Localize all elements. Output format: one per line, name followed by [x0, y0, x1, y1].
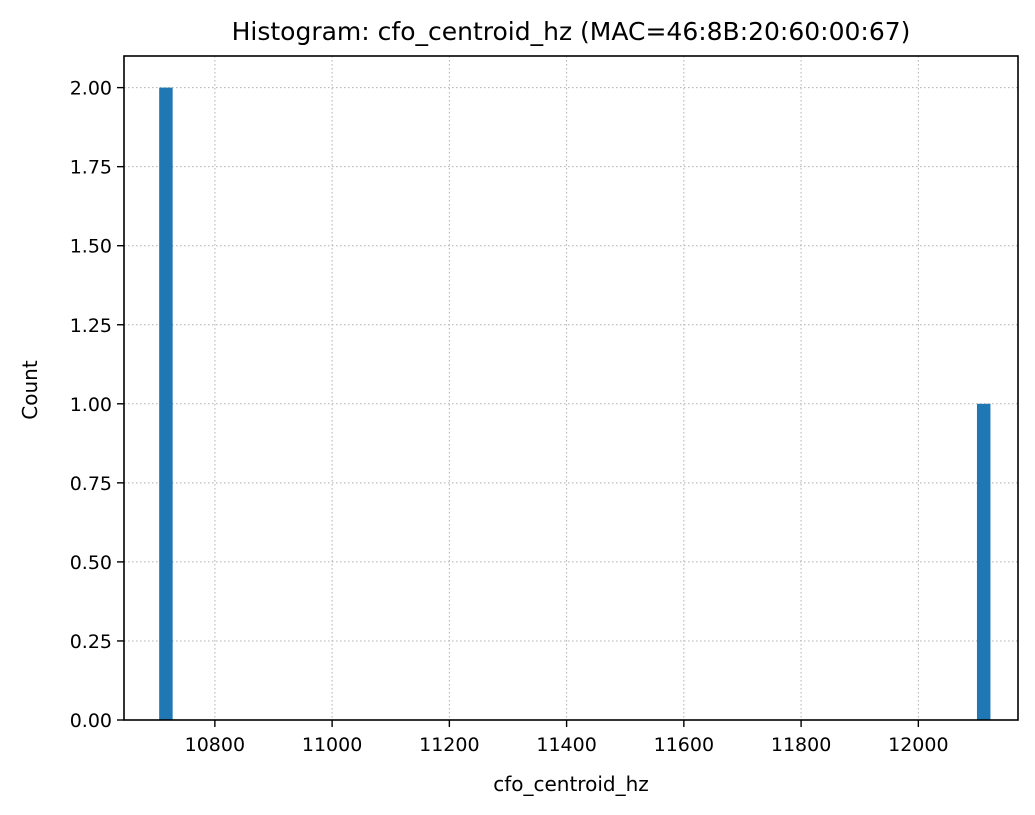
plot-frame [123, 55, 1019, 721]
y-tick-label: 0.00 [70, 710, 112, 732]
x-tick-label: 11000 [302, 734, 362, 756]
x-tick-label: 11200 [419, 734, 479, 756]
histogram-bar [159, 87, 173, 721]
x-tick-label: 11400 [536, 734, 596, 756]
y-tick-label: 0.75 [70, 473, 112, 495]
x-tick-label: 12000 [888, 734, 948, 756]
x-axis-label: cfo_centroid_hz [493, 772, 649, 796]
y-axis-label: Count [18, 360, 42, 420]
y-tick-label: 1.25 [70, 315, 112, 337]
x-tick-label: 11600 [654, 734, 714, 756]
y-tick-label: 1.75 [70, 157, 112, 179]
y-tick-label: 1.50 [70, 236, 112, 258]
y-tick-label: 2.00 [70, 78, 112, 100]
x-tick-label: 10800 [185, 734, 245, 756]
grid-layer [124, 56, 1018, 721]
histogram-bar [976, 403, 991, 720]
y-tick-label: 0.50 [70, 552, 112, 574]
y-tick-label: 1.00 [70, 394, 112, 416]
y-tick-label: 0.25 [70, 631, 112, 653]
x-tick-label: 11800 [771, 734, 831, 756]
ticks-layer: 10800 11000 11200 11400 11600 11800 12000 0.00 0… [70, 78, 949, 756]
chart-title: Histogram: cfo_centroid_hz (MAC=46:8B:20… [232, 17, 911, 46]
bars-layer [159, 87, 991, 721]
